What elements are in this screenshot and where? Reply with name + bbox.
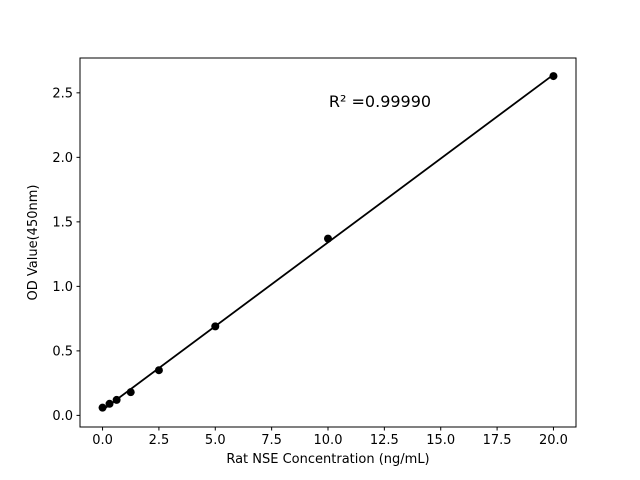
y-tick-label: 0.0 bbox=[52, 409, 73, 424]
x-tick-label: 20.0 bbox=[539, 433, 568, 448]
x-tick-label: 17.5 bbox=[483, 433, 512, 448]
data-point bbox=[98, 403, 107, 412]
x-tick-label: 2.5 bbox=[149, 433, 170, 448]
axis-ticks: 0.0 2.5 5.0 7.5 10.0 12.5 15.0 17.5 20.0 0.0 0.5 1.… bbox=[52, 86, 568, 448]
x-tick-label: 0.0 bbox=[92, 433, 113, 448]
x-tick-label: 10.0 bbox=[314, 433, 343, 448]
y-tick-label: 2.0 bbox=[52, 151, 73, 166]
data-point bbox=[126, 388, 135, 397]
x-axis-label: Rat NSE Concentration (ng/mL) bbox=[226, 452, 429, 467]
x-tick-label: 15.0 bbox=[426, 433, 455, 448]
y-axis-label: OD Value(450nm) bbox=[26, 185, 41, 301]
data-point bbox=[105, 399, 114, 408]
data-point bbox=[211, 322, 220, 331]
r-squared-annotation: R² =0.99990 bbox=[329, 92, 431, 111]
x-tick-label: 12.5 bbox=[370, 433, 399, 448]
data-point bbox=[112, 395, 121, 404]
y-tick-label: 0.5 bbox=[52, 344, 73, 359]
y-tick-label: 2.5 bbox=[52, 86, 73, 101]
x-tick-label: 7.5 bbox=[261, 433, 282, 448]
data-point bbox=[154, 366, 163, 375]
data-point bbox=[324, 234, 332, 243]
data-points-layer bbox=[98, 72, 558, 412]
data-point bbox=[549, 72, 558, 81]
y-tick-label: 1.0 bbox=[52, 280, 73, 295]
y-tick-label: 1.5 bbox=[52, 215, 73, 230]
x-tick-label: 5.0 bbox=[205, 433, 226, 448]
